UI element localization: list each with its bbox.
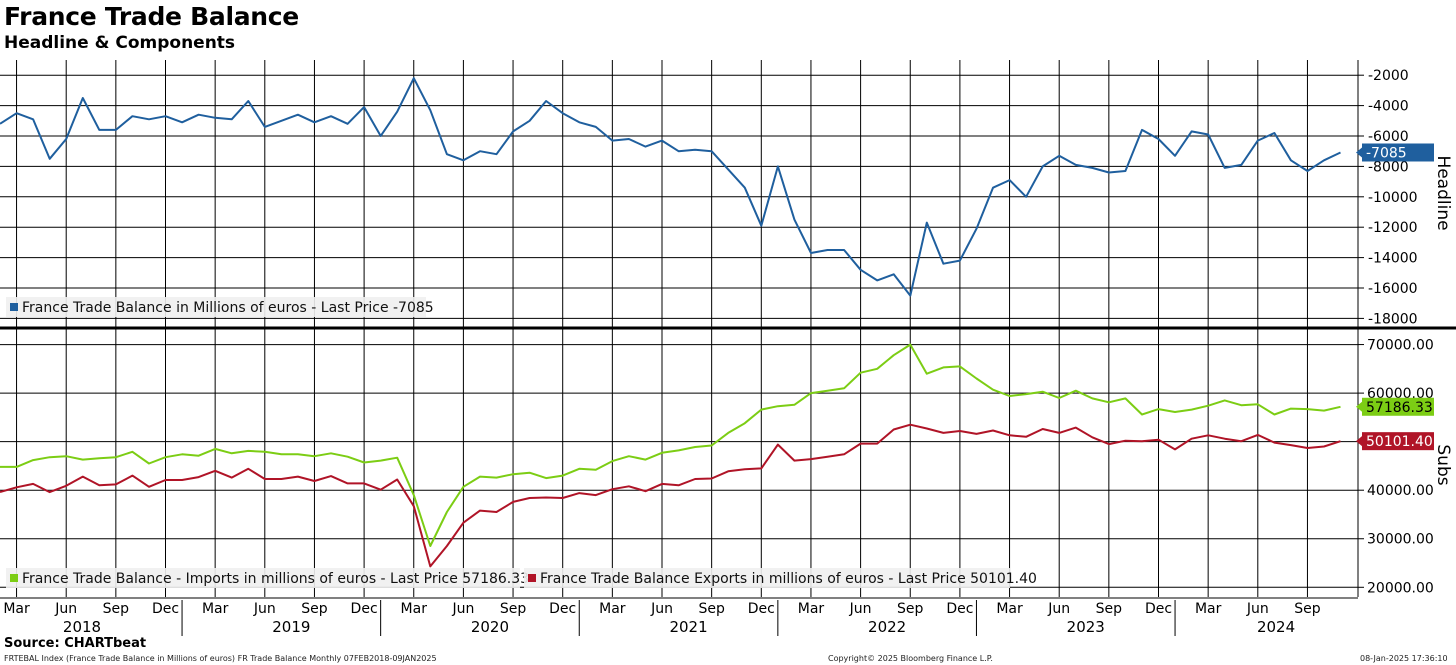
x-tick-label: Mar <box>202 601 229 617</box>
x-tick-label: Dec <box>351 601 378 617</box>
y-tick-label: -6000 <box>1368 129 1409 145</box>
headline-legend: France Trade Balance in Millions of euro… <box>22 300 434 316</box>
x-tick-label: Mar <box>401 601 428 617</box>
x-year-label: 2022 <box>868 618 906 636</box>
x-tick-label: Jun <box>650 601 673 617</box>
y-tick-label: -12000 <box>1368 220 1418 236</box>
y-tick-label: 40000.00 <box>1367 483 1434 499</box>
imports-series-line <box>0 343 1341 547</box>
footer-info: FRTEBAL Index (France Trade Balance in M… <box>4 654 437 663</box>
y-tick-label: -10000 <box>1368 190 1418 206</box>
exports-last-price-box <box>1362 432 1434 451</box>
x-year-label: 2020 <box>471 618 509 636</box>
page-title: France Trade Balance <box>4 2 299 31</box>
x-tick-label: Mar <box>599 601 626 617</box>
x-tick-label: Sep <box>500 601 527 617</box>
y-tick-label: -4000 <box>1368 99 1409 115</box>
x-tick-label: Sep <box>103 601 130 617</box>
x-tick-label: Jun <box>54 601 77 617</box>
subs-axis-name: Subs <box>1433 444 1453 485</box>
y-tick-label: 70000.00 <box>1367 338 1434 354</box>
exports-legend-bg <box>524 568 1010 588</box>
x-tick-label: Jun <box>1047 601 1070 617</box>
x-tick-label: Sep <box>301 601 328 617</box>
imports-legend-bg <box>6 568 520 588</box>
imports-legend: France Trade Balance - Imports in millio… <box>22 571 529 587</box>
exports-legend-swatch <box>528 574 536 582</box>
x-tick-label: Sep <box>1096 601 1123 617</box>
headline-last-price-box <box>1362 143 1434 162</box>
y-tick-label: -14000 <box>1368 251 1418 267</box>
exports-last-price-pointer <box>1356 436 1362 447</box>
imports-last-price: 57186.33 <box>1366 400 1433 416</box>
footer-copyright: Copyright© 2025 Bloomberg Finance L.P. <box>828 654 993 663</box>
headline-last-price: -7085 <box>1366 145 1407 161</box>
x-year-label: 2019 <box>272 618 310 636</box>
source-note: Source: CHARTbeat <box>4 636 147 651</box>
y-tick-label: -16000 <box>1368 281 1418 297</box>
x-tick-label: Sep <box>1294 601 1321 617</box>
x-tick-label: Mar <box>798 601 825 617</box>
x-tick-label: Dec <box>549 601 576 617</box>
x-tick-label: Mar <box>1195 601 1222 617</box>
x-tick-label: Dec <box>152 601 179 617</box>
y-tick-label: 20000.00 <box>1367 580 1434 596</box>
headline-series-line <box>0 77 1341 297</box>
page-subtitle: Headline & Components <box>4 33 236 53</box>
headline-axis-name: Headline <box>1433 155 1453 230</box>
x-tick-label: Sep <box>698 601 725 617</box>
headline-legend-bg <box>6 297 426 317</box>
headline-legend-swatch <box>10 303 18 311</box>
exports-legend: France Trade Balance Exports in millions… <box>540 571 1037 587</box>
x-tick-label: Dec <box>1145 601 1172 617</box>
x-tick-label: Dec <box>748 601 775 617</box>
exports-last-price: 50101.40 <box>1366 434 1433 450</box>
axis-layer: -2000 -4000 -6000 -8000 -10000 -12000 -14000 -1… <box>0 60 1456 636</box>
y-tick-label: -8000 <box>1368 159 1409 175</box>
headline-last-price-pointer <box>1356 147 1362 158</box>
series-layer <box>0 77 1341 568</box>
x-tick-label: Jun <box>253 601 276 617</box>
y-tick-label: -18000 <box>1368 311 1418 327</box>
x-tick-label: Jun <box>849 601 872 617</box>
x-year-label: 2021 <box>669 618 707 636</box>
legend-layer: France Trade Balance in Millions of euro… <box>6 297 1037 588</box>
exports-series-line <box>0 423 1341 568</box>
x-tick-label: Sep <box>897 601 924 617</box>
x-tick-label: Jun <box>1246 601 1269 617</box>
imports-legend-swatch <box>10 574 18 582</box>
imports-last-price-box <box>1362 397 1434 416</box>
x-tick-label: Jun <box>451 601 474 617</box>
x-year-label: 2024 <box>1257 618 1295 636</box>
imports-last-price-pointer <box>1356 401 1362 412</box>
x-tick-label: Mar <box>996 601 1023 617</box>
x-tick-label: Mar <box>3 601 30 617</box>
y-tick-label: 30000.00 <box>1367 532 1434 548</box>
x-tick-label: Dec <box>946 601 973 617</box>
x-year-label: 2023 <box>1067 618 1105 636</box>
x-year-label: 2018 <box>63 618 101 636</box>
footer-timestamp: 08-Jan-2025 17:36:10 <box>1360 654 1448 663</box>
y-tick-label: -2000 <box>1368 68 1409 84</box>
